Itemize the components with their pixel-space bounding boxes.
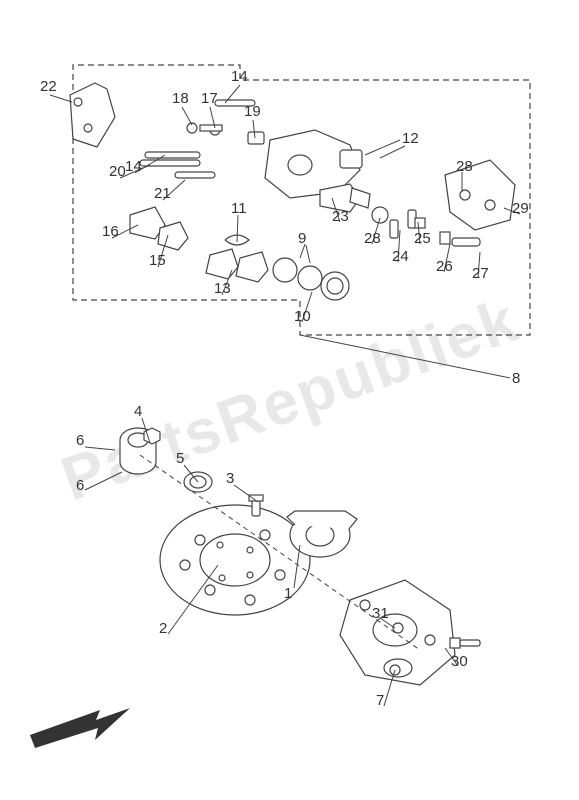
- callout-6: 6: [76, 432, 84, 449]
- callout-10: 10: [294, 308, 311, 325]
- direction-arrow: [30, 708, 130, 748]
- callout-6b: 6: [76, 477, 84, 494]
- callout-9: 9: [298, 230, 306, 247]
- parts-diagram-svg: [0, 0, 579, 800]
- callout-23: 23: [332, 208, 349, 225]
- callout-25: 25: [414, 230, 431, 247]
- part-bracket-22: [70, 83, 115, 147]
- callout-19: 19: [244, 103, 261, 120]
- callout-18: 18: [172, 90, 189, 107]
- callout-21: 21: [154, 185, 171, 202]
- callout-11: 11: [231, 200, 247, 217]
- callout-14b: 14: [125, 158, 142, 175]
- part-bolt-cluster: [187, 123, 264, 144]
- callout-31: 31: [372, 605, 389, 622]
- callout-16: 16: [102, 223, 119, 240]
- callout-2: 2: [159, 620, 167, 637]
- part-bearing: [120, 428, 212, 492]
- callout-17: 17: [201, 90, 218, 107]
- callout-28b: 28: [364, 230, 381, 247]
- callout-14: 14: [231, 68, 248, 85]
- callout-27: 27: [472, 265, 489, 282]
- part-hub: [287, 511, 357, 557]
- callout-22: 22: [40, 78, 57, 95]
- part-pads: [130, 207, 268, 282]
- callout-3: 3: [226, 470, 234, 487]
- leader-8: [300, 335, 510, 378]
- part-bracket-right: [372, 160, 515, 246]
- callout-24: 24: [392, 248, 409, 265]
- callout-13: 13: [214, 280, 231, 297]
- callout-20: 20: [109, 163, 126, 180]
- callout-28: 28: [456, 158, 473, 175]
- callout-30: 30: [451, 653, 468, 670]
- callout-8: 8: [512, 370, 520, 387]
- callout-12: 12: [402, 130, 419, 147]
- callout-7: 7: [376, 692, 384, 709]
- callout-26: 26: [436, 258, 453, 275]
- callout-29: 29: [512, 200, 529, 217]
- callout-5: 5: [176, 450, 184, 467]
- callout-1: 1: [284, 585, 292, 602]
- part-pins-lower: [140, 152, 215, 178]
- callout-15: 15: [149, 252, 166, 269]
- callout-4: 4: [134, 403, 142, 420]
